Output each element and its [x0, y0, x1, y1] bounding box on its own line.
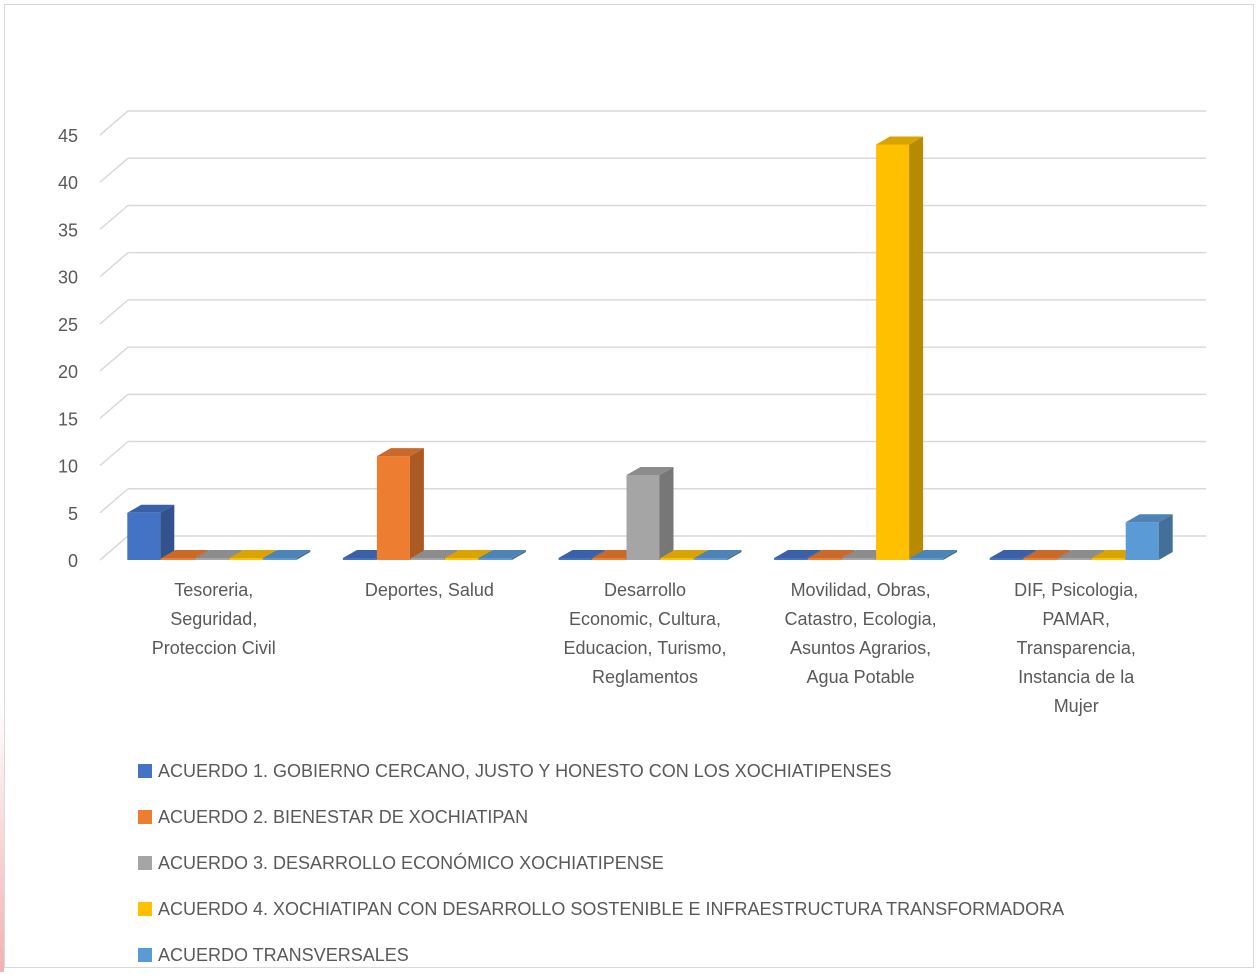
legend-item: ACUERDO 3. DESARROLLO ECONÓMICO XOCHIATI… — [138, 840, 1064, 886]
y-tick-label: 25 — [58, 315, 78, 335]
gridline-diagonal — [99, 204, 129, 231]
bar — [1125, 514, 1173, 560]
bar — [910, 550, 958, 560]
x-category-label: Movilidad, Obras, Catastro, Ecologia, Asun… — [785, 580, 937, 687]
legend-swatch — [138, 810, 152, 824]
gridline-diagonal — [99, 157, 129, 183]
y-tick-label: 40 — [58, 173, 78, 193]
bars — [127, 136, 1173, 560]
legend-item: ACUERDO TRANSVERSALES — [138, 932, 1064, 978]
bar — [626, 467, 674, 560]
legend-swatch — [138, 856, 152, 870]
legend-label: ACUERDO 4. XOCHIATIPAN CON DESARROLLO SO… — [158, 898, 1065, 919]
y-axis-ticks: 0 5 10 15 20 25 30 35 40 45 — [58, 126, 78, 571]
legend: ACUERDO 1. GOBIERNO CERCANO, JUSTO Y HON… — [138, 748, 1064, 978]
gridline-diagonal — [99, 488, 129, 514]
bar-chart-3d: 0 5 10 15 20 25 30 35 40 45 Tesoreria, Seguridad, P… — [58, 110, 1206, 716]
x-category-label: Deportes, Salud — [365, 580, 494, 600]
page-edge-accent — [0, 700, 4, 972]
bar — [694, 550, 742, 560]
category-labels: Tesoreria, Seguridad, Proteccion Civil Depo… — [152, 580, 1138, 716]
x-category-label: DIF, Psicologia, PAMAR, Transparencia, Inst… — [1014, 580, 1138, 716]
x-category-label: Desarrollo Economic, Cultura, Educacion, T… — [563, 580, 726, 687]
gridline-diagonal — [99, 346, 129, 372]
legend-swatch — [138, 902, 152, 916]
legend-item: ACUERDO 4. XOCHIATIPAN CON DESARROLLO SO… — [138, 886, 1064, 932]
bar — [876, 136, 924, 560]
bar — [376, 448, 424, 560]
y-tick-label: 0 — [68, 551, 78, 571]
gridline-diagonal — [99, 440, 129, 467]
y-tick-label: 30 — [58, 268, 78, 288]
gridlines — [99, 110, 1206, 561]
gridline-diagonal — [99, 299, 129, 325]
legend-item: ACUERDO 2. BIENESTAR DE XOCHIATIPAN — [138, 794, 1064, 840]
y-tick-label: 5 — [68, 504, 78, 524]
gridline-diagonal — [99, 535, 129, 561]
bar — [478, 550, 526, 560]
legend-label: ACUERDO 2. BIENESTAR DE XOCHIATIPAN — [158, 806, 529, 827]
legend-label: ACUERDO 1. GOBIERNO CERCANO, JUSTO Y HON… — [158, 760, 892, 781]
y-tick-label: 45 — [58, 126, 78, 146]
bar — [127, 504, 175, 560]
y-tick-label: 35 — [58, 220, 78, 240]
y-tick-label: 20 — [58, 362, 78, 382]
legend-label: ACUERDO 3. DESARROLLO ECONÓMICO XOCHIATI… — [158, 852, 664, 873]
legend-item: ACUERDO 1. GOBIERNO CERCANO, JUSTO Y HON… — [138, 748, 1064, 794]
y-tick-label: 10 — [58, 457, 78, 477]
bar — [263, 550, 311, 560]
legend-label: ACUERDO TRANSVERSALES — [158, 944, 409, 965]
gridline-diagonal — [99, 393, 129, 419]
gridline-diagonal — [99, 110, 129, 136]
legend-swatch — [138, 948, 152, 962]
y-tick-label: 15 — [58, 409, 78, 429]
x-category-label: Tesoreria, Seguridad, Proteccion Civil — [152, 580, 276, 658]
legend-swatch — [138, 764, 152, 778]
gridline-diagonal — [99, 252, 129, 278]
